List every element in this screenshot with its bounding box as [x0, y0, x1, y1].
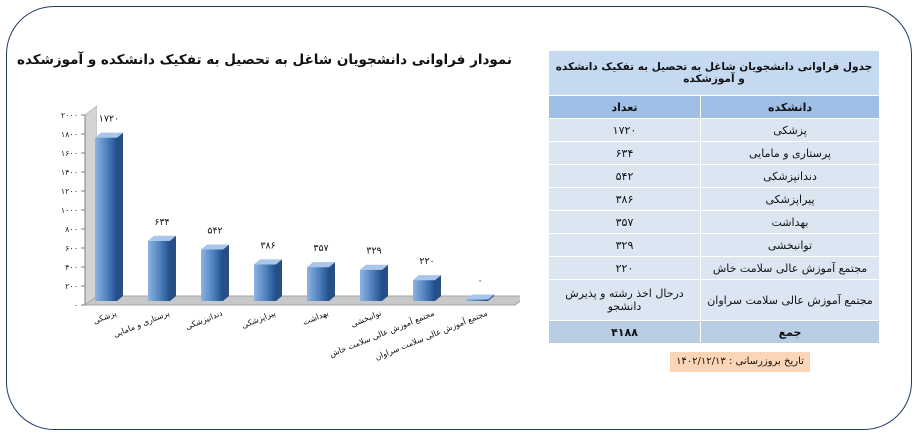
- data-label: ۵۴۲: [207, 226, 222, 237]
- faculty-cell: پزشکی: [700, 118, 880, 142]
- y-tick-label: ۱۸۰۰: [61, 130, 78, 139]
- y-tick-label: ۱۲۰۰: [61, 187, 78, 196]
- data-label: ۳۸۶: [260, 240, 275, 251]
- faculty-cell: پیراپزشکی: [700, 187, 880, 211]
- data-label: ۲۲۰: [419, 256, 434, 267]
- table-row: توانبخشی ۳۲۹: [548, 233, 880, 257]
- bar: [95, 132, 123, 301]
- count-cell: ۲۲۰: [548, 256, 701, 280]
- y-tick-label: ۲۰۰۰: [61, 111, 78, 120]
- y-tick-label: ۱۶۰۰: [61, 149, 78, 158]
- total-value: ۴۱۸۸: [548, 320, 701, 344]
- faculty-cell: مجتمع آموزش عالی سلامت سراوان: [700, 279, 880, 321]
- update-date: تاریخ بروزرسانی : ۱۴۰۲/۱۲/۱۳: [670, 352, 810, 372]
- x-tick-label: پزشکی: [92, 309, 118, 326]
- count-cell: ۱۷۲۰: [548, 118, 701, 142]
- y-tick-label: ۱۰۰۰: [61, 206, 78, 215]
- bar: [413, 275, 441, 301]
- total-label: جمع: [700, 320, 880, 344]
- table-row: پیراپزشکی ۳۸۶: [548, 187, 880, 211]
- x-tick-label: دندانپزشکی: [184, 308, 224, 331]
- y-tick-label: ۴۰۰: [65, 263, 78, 272]
- data-label: ۳۲۹: [366, 246, 381, 257]
- bar: [254, 259, 282, 301]
- bar: [360, 264, 388, 301]
- count-cell: ۳۲۹: [548, 233, 701, 257]
- chart-title: نمودار فراوانی دانشجویان شاغل به تحصیل ب…: [17, 52, 512, 68]
- count-cell: ۳۸۶: [548, 187, 701, 211]
- table-title: جدول فراوانی دانشجویان شاغل به تحصیل به …: [548, 50, 880, 96]
- count-cell: ۶۳۴: [548, 141, 701, 165]
- table-row: مجتمع آموزش عالی سلامت سراوان درحال اخذ …: [548, 279, 880, 321]
- table-row: دندانپزشکی ۵۴۲: [548, 164, 880, 188]
- table-row: بهداشت ۳۵۷: [548, 210, 880, 234]
- faculty-cell: پرستاری و مامایی: [700, 141, 880, 165]
- y-tick-label: ۸۰۰: [65, 225, 78, 234]
- bar: [307, 262, 335, 301]
- y-tick-label: ۰: [74, 301, 78, 310]
- bar: [466, 294, 494, 301]
- bar: [201, 244, 229, 301]
- table-row: پرستاری و مامایی ۶۳۴: [548, 141, 880, 165]
- y-tick-label: ۶۰۰: [65, 244, 78, 253]
- chart-floor: [83, 295, 520, 306]
- table-row: مجتمع آموزش عالی سلامت خاش ۲۲۰: [548, 256, 880, 280]
- bar-chart: ۰ ۲۰۰ ۴۰۰ ۶۰۰ ۸۰۰ ۱۰۰۰ ۱۲۰۰ ۱۴۰۰ ۱۶۰۰ ۱۸۰۰ ۲۰۰۰ ۱۷۲…: [61, 105, 520, 362]
- x-tick-label: بهداشت: [301, 309, 329, 327]
- x-tick-label: پیراپزشکی: [240, 309, 276, 331]
- data-label: ۶۳۴: [154, 217, 169, 228]
- data-table-container: جدول فراوانی دانشجویان شاغل به تحصیل به …: [548, 50, 880, 344]
- count-cell: ۵۴۲: [548, 164, 701, 188]
- data-table: جدول فراوانی دانشجویان شاغل به تحصیل به …: [548, 50, 880, 344]
- table-total-row: جمع ۴۱۸۸: [548, 320, 880, 344]
- faculty-cell: بهداشت: [700, 210, 880, 234]
- count-cell: ۳۵۷: [548, 210, 701, 234]
- y-tick-label: ۲۰۰: [65, 282, 78, 291]
- faculty-cell: توانبخشی: [700, 233, 880, 257]
- table-row: پزشکی ۱۷۲۰: [548, 118, 880, 142]
- data-label: ۱۷۲۰: [99, 114, 119, 125]
- faculty-cell: مجتمع آموزش عالی سلامت خاش: [700, 256, 880, 280]
- faculty-cell: دندانپزشکی: [700, 164, 880, 188]
- y-tick-label: ۱۴۰۰: [61, 168, 78, 177]
- count-cell: درحال اخذ رشته و پذیرش دانشجو: [548, 279, 701, 321]
- column-header-faculty: دانشکده: [700, 95, 880, 119]
- data-label: ۰: [477, 276, 482, 287]
- x-tick-label: توانبخشی: [350, 309, 383, 329]
- data-label: ۳۵۷: [313, 243, 328, 254]
- column-header-count: تعداد: [548, 95, 701, 119]
- bar: [148, 235, 176, 301]
- x-tick-label: پرستاری و مامایی: [112, 309, 171, 340]
